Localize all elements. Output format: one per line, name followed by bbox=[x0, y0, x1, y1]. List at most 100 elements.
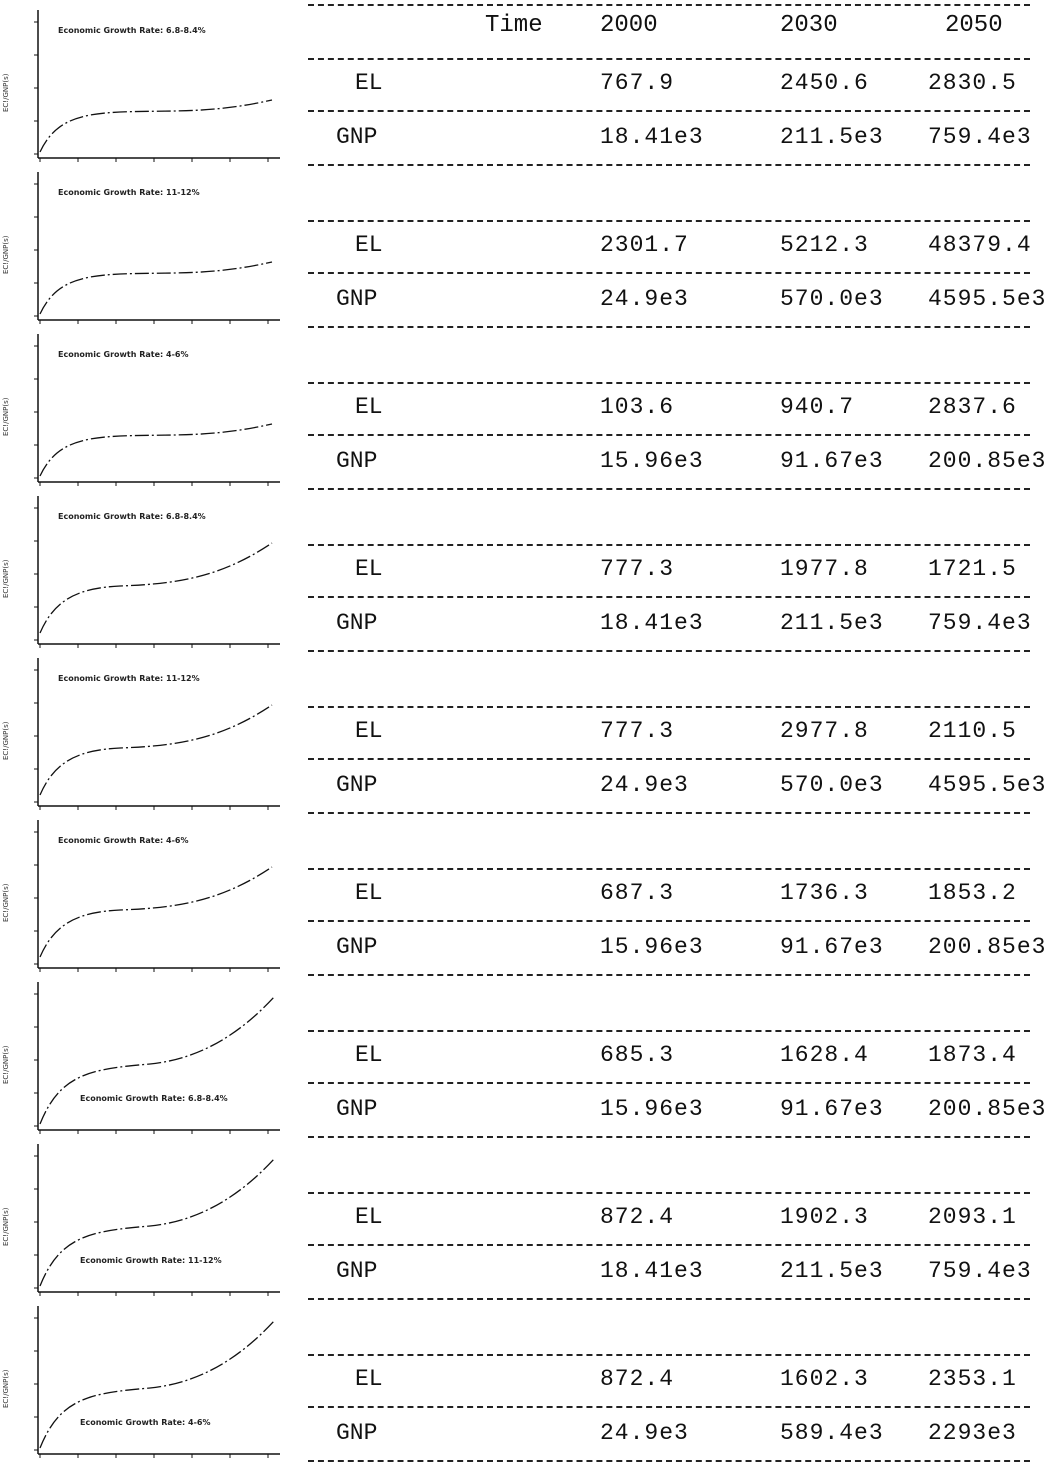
chart-title: Economic Growth Rate: 4-6% bbox=[80, 1418, 211, 1427]
gnp-value-2030: 211.5e3 bbox=[780, 1258, 884, 1284]
chart-plot bbox=[34, 982, 280, 1134]
row-bottom-rule bbox=[308, 326, 1030, 328]
chart-plot bbox=[34, 820, 280, 972]
chart-title: Economic Growth Rate: 6.8-8.4% bbox=[80, 1094, 228, 1103]
el-value-2000: 2301.7 bbox=[600, 232, 689, 258]
chart-plot bbox=[34, 10, 280, 162]
gnp-value-2000: 24.9e3 bbox=[600, 1420, 689, 1446]
gnp-value-2000: 24.9e3 bbox=[600, 286, 689, 312]
chart-plot bbox=[34, 1306, 280, 1458]
el-value-2050: 2837.6 bbox=[928, 394, 1017, 420]
chart-ylabel: EC!/GNP(s) bbox=[2, 721, 10, 760]
row-bottom-rule bbox=[308, 812, 1030, 814]
gnp-value-2000: 18.41e3 bbox=[600, 610, 704, 636]
el-value-2030: 940.7 bbox=[780, 394, 855, 420]
gnp-label: GNP bbox=[336, 1420, 378, 1446]
ec-gnp-curve bbox=[39, 99, 273, 153]
chart-ylabel: EC!/GNP(s) bbox=[2, 397, 10, 436]
ec-gnp-curve bbox=[39, 1319, 276, 1449]
ec-gnp-chart: Economic Growth Rate: 4-6% EC!/GNP(s) bbox=[0, 326, 300, 488]
chart-title: Economic Growth Rate: 11-12% bbox=[58, 674, 200, 683]
el-value-2050: 1873.4 bbox=[928, 1042, 1017, 1068]
gnp-value-2050: 759.4e3 bbox=[928, 1258, 1032, 1284]
el-value-2030: 1902.3 bbox=[780, 1204, 869, 1230]
row-mid-rule bbox=[308, 434, 1030, 436]
el-label: EL bbox=[355, 880, 383, 906]
el-value-2000: 767.9 bbox=[600, 70, 675, 96]
el-value-2030: 1602.3 bbox=[780, 1366, 869, 1392]
ec-gnp-chart: Economic Growth Rate: 4-6% EC!/GNP(s) bbox=[0, 1298, 300, 1460]
chart-title: Economic Growth Rate: 4-6% bbox=[58, 836, 189, 845]
gnp-label: GNP bbox=[336, 286, 378, 312]
el-value-2030: 2450.6 bbox=[780, 70, 869, 96]
ec-gnp-curve bbox=[39, 995, 276, 1125]
row-mid-rule bbox=[308, 1082, 1030, 1084]
gnp-value-2000: 15.96e3 bbox=[600, 448, 704, 474]
row-top-rule bbox=[308, 58, 1030, 60]
el-value-2030: 1736.3 bbox=[780, 880, 869, 906]
gnp-label: GNP bbox=[336, 1258, 378, 1284]
chart-ylabel: EC!/GNP(s) bbox=[2, 1207, 10, 1246]
el-label: EL bbox=[355, 718, 383, 744]
gnp-value-2000: 24.9e3 bbox=[600, 772, 689, 798]
gnp-value-2030: 211.5e3 bbox=[780, 610, 884, 636]
ec-gnp-chart: Economic Growth Rate: 6.8-8.4% EC!/GNP(s) bbox=[0, 974, 300, 1136]
el-label: EL bbox=[355, 232, 383, 258]
el-value-2050: 1721.5 bbox=[928, 556, 1017, 582]
gnp-value-2050: 200.85e3 bbox=[928, 934, 1047, 960]
el-value-2050: 1853.2 bbox=[928, 880, 1017, 906]
ec-gnp-curve bbox=[39, 261, 273, 315]
chart-ylabel: EC!/GNP(s) bbox=[2, 1045, 10, 1084]
ec-gnp-curve bbox=[39, 1157, 276, 1287]
el-label: EL bbox=[355, 1042, 383, 1068]
gnp-value-2030: 91.67e3 bbox=[780, 448, 884, 474]
gnp-value-2030: 91.67e3 bbox=[780, 934, 884, 960]
chart-plot bbox=[34, 496, 280, 648]
el-value-2000: 685.3 bbox=[600, 1042, 675, 1068]
header-year-2050: 2050 bbox=[945, 12, 1003, 39]
gnp-value-2050: 200.85e3 bbox=[928, 1096, 1047, 1122]
row-bottom-rule bbox=[308, 1136, 1030, 1138]
chart-title: Economic Growth Rate: 11-12% bbox=[58, 188, 200, 197]
gnp-value-2050: 200.85e3 bbox=[928, 448, 1047, 474]
row-top-rule bbox=[308, 1030, 1030, 1032]
el-value-2000: 872.4 bbox=[600, 1204, 675, 1230]
chart-plot bbox=[34, 172, 280, 324]
el-value-2000: 103.6 bbox=[600, 394, 675, 420]
row-bottom-rule bbox=[308, 164, 1030, 166]
gnp-value-2030: 91.67e3 bbox=[780, 1096, 884, 1122]
el-value-2000: 687.3 bbox=[600, 880, 675, 906]
gnp-value-2030: 570.0e3 bbox=[780, 772, 884, 798]
gnp-value-2030: 570.0e3 bbox=[780, 286, 884, 312]
row-top-rule bbox=[308, 1192, 1030, 1194]
row-mid-rule bbox=[308, 1244, 1030, 1246]
gnp-value-2050: 4595.5e3 bbox=[928, 286, 1047, 312]
gnp-value-2000: 18.41e3 bbox=[600, 1258, 704, 1284]
gnp-value-2030: 211.5e3 bbox=[780, 124, 884, 150]
chart-ylabel: EC!/GNP(s) bbox=[2, 1369, 10, 1408]
el-value-2050: 2830.5 bbox=[928, 70, 1017, 96]
ec-gnp-chart: Economic Growth Rate: 4-6% EC!/GNP(s) bbox=[0, 812, 300, 974]
chart-ylabel: EC!/GNP(s) bbox=[2, 883, 10, 922]
chart-title: Economic Growth Rate: 11-12% bbox=[80, 1256, 222, 1265]
gnp-value-2000: 18.41e3 bbox=[600, 124, 704, 150]
gnp-value-2000: 15.96e3 bbox=[600, 934, 704, 960]
header-year-2000: 2000 bbox=[600, 12, 658, 39]
el-label: EL bbox=[355, 556, 383, 582]
el-value-2030: 1628.4 bbox=[780, 1042, 869, 1068]
row-top-rule bbox=[308, 868, 1030, 870]
el-value-2000: 872.4 bbox=[600, 1366, 675, 1392]
gnp-label: GNP bbox=[336, 448, 378, 474]
row-top-rule bbox=[308, 544, 1030, 546]
chart-title: Economic Growth Rate: 6.8-8.4% bbox=[58, 512, 206, 521]
el-value-2030: 1977.8 bbox=[780, 556, 869, 582]
el-label: EL bbox=[355, 394, 383, 420]
ec-gnp-chart: Economic Growth Rate: 11-12% EC!/GNP(s) bbox=[0, 1136, 300, 1298]
ec-gnp-curve bbox=[39, 423, 273, 477]
ec-gnp-chart: Economic Growth Rate: 11-12% EC!/GNP(s) bbox=[0, 164, 300, 326]
el-label: EL bbox=[355, 70, 383, 96]
chart-ylabel: EC!/GNP(s) bbox=[2, 235, 10, 274]
el-value-2050: 2110.5 bbox=[928, 718, 1017, 744]
row-top-rule bbox=[308, 382, 1030, 384]
chart-plot bbox=[34, 1144, 280, 1296]
